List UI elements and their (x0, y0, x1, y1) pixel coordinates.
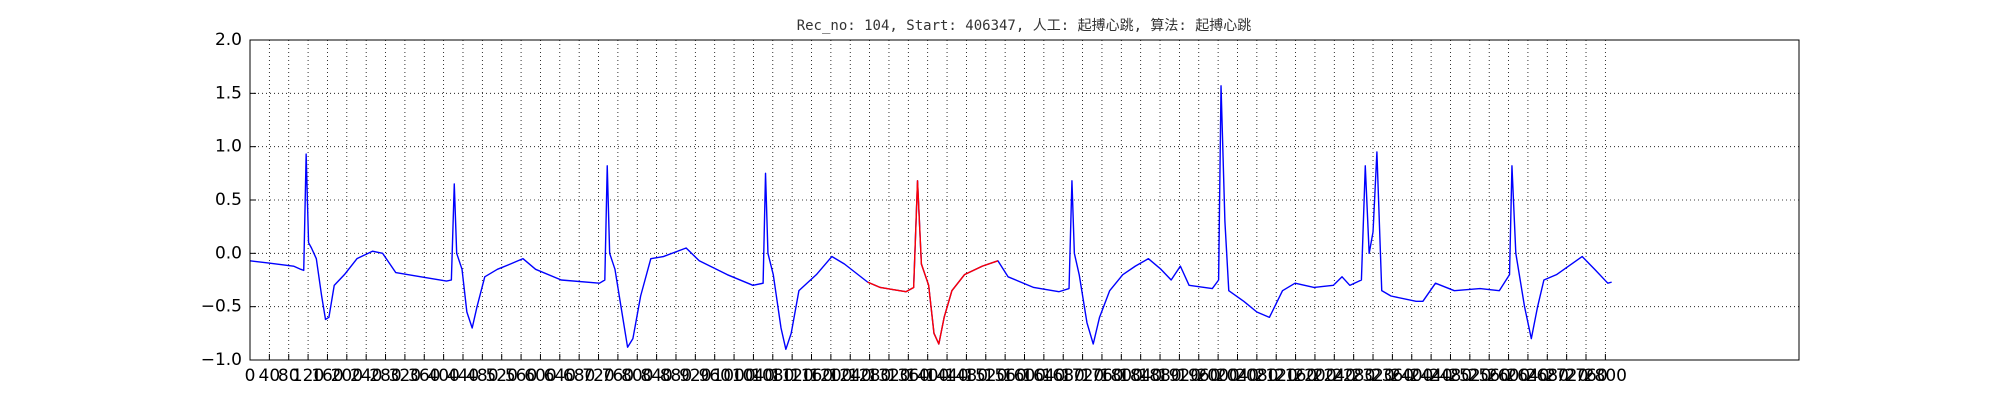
x-tick-label: 360 (408, 366, 440, 386)
x-tick-label: 840 (640, 366, 672, 386)
x-tick-label: 760 (602, 366, 634, 386)
x-tick-label: 1520 (964, 366, 1007, 386)
x-tick-label: 520 (485, 366, 517, 386)
x-tick-label: 680 (563, 366, 595, 386)
x-tick-label: 2560 (1468, 366, 1511, 386)
x-tick-label: 1040 (732, 366, 775, 386)
y-tick-label: −1.0 (201, 350, 242, 370)
x-tick-label: 1800 (1100, 366, 1143, 386)
x-tick-label: 1600 (1003, 366, 1046, 386)
x-tick-label: 2320 (1351, 366, 1394, 386)
x-tick-label: 1920 (1158, 366, 1201, 386)
x-tick-label: 1120 (771, 366, 814, 386)
x-tick-label: 80 (278, 366, 300, 386)
x-tick-label: 1480 (945, 366, 988, 386)
y-tick-label: 1.0 (215, 137, 242, 157)
x-tick-label: 2520 (1448, 366, 1491, 386)
x-tick-label: 440 (447, 366, 479, 386)
x-tick-label: 2600 (1487, 366, 1530, 386)
x-tick-label: 2360 (1371, 366, 1414, 386)
x-tick-label: 160 (311, 366, 343, 386)
x-tick-label: 720 (582, 366, 614, 386)
x-tick-label: 2480 (1429, 366, 1472, 386)
x-tick-label: 560 (505, 366, 537, 386)
x-tick-label: 800 (621, 366, 653, 386)
x-tick-label: 2240 (1313, 366, 1356, 386)
x-tick-label: 1280 (848, 366, 891, 386)
x-tick-label: 2200 (1293, 366, 1336, 386)
x-tick-label: 1440 (925, 366, 968, 386)
x-tick-label: 2800 (1584, 366, 1627, 386)
x-tick-label: 2680 (1526, 366, 1569, 386)
x-tick-label: 1400 (906, 366, 949, 386)
x-tick-label: 1640 (1022, 366, 1065, 386)
x-tick-label: 1360 (887, 366, 930, 386)
x-tick-label: 2000 (1196, 366, 1239, 386)
x-tick-label: 2280 (1332, 366, 1375, 386)
x-tick-label: 600 (524, 366, 556, 386)
x-tick-label: 1760 (1080, 366, 1123, 386)
x-tick-label: 1720 (1061, 366, 1104, 386)
x-tick-label: 960 (698, 366, 730, 386)
x-tick-label: 1320 (867, 366, 910, 386)
x-tick-label: 0 (245, 366, 256, 386)
x-tick-label: 2120 (1255, 366, 1298, 386)
x-tick-label: 2440 (1409, 366, 1452, 386)
x-tick-label: 1680 (1042, 366, 1085, 386)
x-tick-label: 2080 (1235, 366, 1278, 386)
x-tick-label: 1960 (1177, 366, 1220, 386)
x-tick-label: 1880 (1138, 366, 1181, 386)
x-tick-label: 920 (679, 366, 711, 386)
x-tick-label: 1240 (829, 366, 872, 386)
series-line (867, 180, 999, 345)
x-tick-label: 1160 (790, 366, 833, 386)
y-tick-label: 0.5 (215, 190, 242, 210)
plot-frame (249, 39, 1800, 361)
x-tick-label: 640 (544, 366, 576, 386)
x-tick-label: 2640 (1506, 366, 1549, 386)
x-tick-label: 120 (292, 366, 324, 386)
x-tick-label: 320 (389, 366, 421, 386)
x-tick-label: 400 (427, 366, 459, 386)
x-tick-label: 2040 (1216, 366, 1259, 386)
x-tick-label: 1080 (751, 366, 794, 386)
x-tick-label: 2160 (1274, 366, 1317, 386)
x-tick-label: 1000 (712, 366, 755, 386)
x-tick-label: 1200 (809, 366, 852, 386)
x-tick-label: 40 (259, 366, 281, 386)
x-tick-label: 200 (331, 366, 363, 386)
y-tick-label: 1.5 (215, 83, 242, 103)
x-tick-label: 2400 (1390, 366, 1433, 386)
x-tick-label: 1840 (1119, 366, 1162, 386)
chart-title: Rec_no: 104, Start: 406347, 人工: 起搏心跳, 算法… (797, 17, 1252, 34)
y-tick-label: −0.5 (201, 297, 242, 317)
y-tick-label: 2.0 (215, 30, 242, 50)
y-tick-label: 0.0 (215, 243, 242, 263)
x-tick-label: 2760 (1564, 366, 1607, 386)
x-tick-label: 240 (350, 366, 382, 386)
x-tick-label: 280 (369, 366, 401, 386)
x-tick-label: 480 (466, 366, 498, 386)
x-tick-label: 1560 (984, 366, 1027, 386)
x-tick-label: 2720 (1545, 366, 1588, 386)
x-tick-label: 880 (660, 366, 692, 386)
